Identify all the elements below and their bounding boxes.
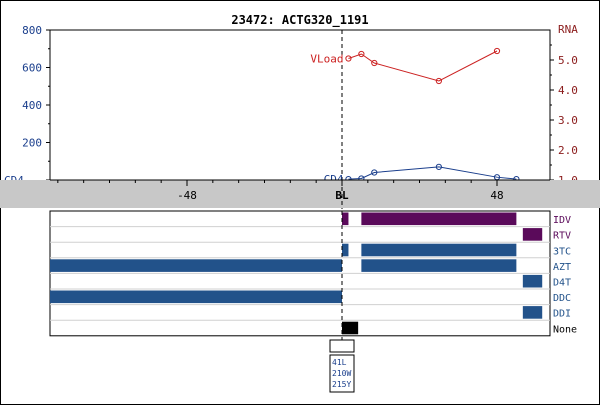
mutation-label: 215Y: [332, 380, 351, 389]
drug-label-ddi: DDI: [553, 309, 571, 320]
series-label-vload: VLoad: [310, 53, 343, 66]
left-tick-label: 200: [22, 137, 42, 150]
data-point-vload: [493, 47, 501, 55]
drug-label-rtv: RTV: [553, 231, 571, 242]
data-point-cd4: [435, 163, 442, 170]
mutation-list-box: [329, 354, 355, 393]
drug-bar-3tc: [361, 243, 517, 257]
mutation-label: 41L: [332, 358, 347, 367]
chart-title: 23472: ACTG320_1191: [231, 13, 368, 28]
drug-bar-idv: [361, 212, 517, 226]
drug-bar-azt: [50, 259, 342, 272]
data-point-vload: [345, 55, 352, 62]
data-point-vload: [435, 77, 442, 85]
data-point-cd4: [371, 169, 378, 176]
x-band-bg: [0, 180, 600, 208]
drug-label-none: None: [553, 324, 577, 335]
x-axis-band: -48 BL 48: [0, 179, 600, 208]
drug-label-azt: AZT: [553, 262, 571, 273]
drug-label-d4t: D4T: [553, 278, 571, 289]
x-tick-label: 48: [490, 189, 503, 202]
drug-bar-idv: [342, 212, 349, 226]
left-tick-label: 600: [22, 62, 42, 75]
mutation-header-box: [329, 339, 355, 353]
right-axis-label: RNA: [558, 23, 578, 36]
left-tick-label: 800: [22, 24, 42, 37]
mutation-label: 210W: [332, 369, 351, 378]
upper-plot: 2004006008001.02.03.04.05.0VLoadCD4: [22, 24, 578, 342]
drug-label-3tc: 3TC: [553, 246, 571, 257]
drug-bar-ddc: [50, 290, 342, 304]
right-tick-label: 2.0: [558, 144, 578, 157]
mutation-box: 41L 210W 215Y: [329, 339, 355, 393]
drug-bar-ddi: [522, 306, 543, 319]
series-line-vload: [348, 50, 498, 82]
data-point-vload: [371, 59, 378, 67]
drug-bar-none: [342, 321, 359, 335]
left-tick-label: 400: [22, 99, 42, 112]
right-tick-label: 3.0: [558, 114, 578, 127]
plot-frame: [49, 29, 551, 181]
x-tick-label: -48: [177, 189, 197, 202]
drug-bar-rtv: [522, 228, 543, 241]
drug-label-idv: IDV: [553, 215, 571, 226]
right-tick-label: 5.0: [558, 54, 578, 67]
drug-tracks: IDV RTV 3TC AZT D4T DDC DDI None: [49, 210, 577, 342]
data-point-vload: [358, 50, 365, 58]
right-tick-label: 4.0: [558, 84, 578, 97]
drug-label-ddc: DDC: [553, 293, 571, 304]
drug-bar-3tc: [342, 243, 349, 257]
drug-bar-d4t: [522, 274, 543, 288]
drug-bar-azt: [361, 259, 517, 272]
